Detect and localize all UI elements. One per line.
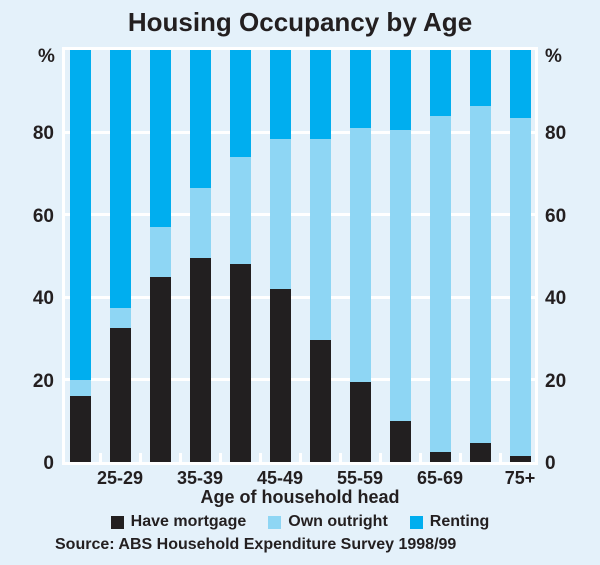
bar-65-69 xyxy=(429,50,451,462)
legend-label: Renting xyxy=(429,513,490,530)
x-axis-tick xyxy=(339,453,342,462)
x-axis-tick xyxy=(299,453,302,462)
plot-inner xyxy=(65,50,535,462)
bar-segment-own_outright xyxy=(389,130,411,421)
bar-segment-mortgage xyxy=(509,455,531,462)
bar-segment-mortgage xyxy=(149,276,171,462)
bar-segment-own_outright xyxy=(269,138,291,289)
gridline-60 xyxy=(65,213,535,217)
bar-segment-renting xyxy=(229,50,251,158)
y-axis-label-left-40: 40 xyxy=(32,288,54,310)
legend-label: Have mortgage xyxy=(130,513,247,530)
bar-segment-renting xyxy=(429,50,451,116)
y-axis-label-left-20: 20 xyxy=(32,370,54,392)
bar-group-3 xyxy=(149,50,171,462)
x-axis-tick xyxy=(379,453,382,462)
legend-item-renting: Renting xyxy=(409,513,490,531)
source-note: Source: ABS Household Expenditure Survey… xyxy=(55,536,457,553)
own-outright-swatch-icon xyxy=(268,515,282,529)
bar-segment-own_outright xyxy=(69,379,91,397)
bar-segment-mortgage xyxy=(429,451,451,462)
bar-segment-mortgage xyxy=(309,340,331,462)
x-axis-tick xyxy=(179,453,182,462)
bar-segment-renting xyxy=(509,50,531,118)
bar-55-59 xyxy=(349,50,371,462)
mortgage-swatch-icon xyxy=(110,515,124,529)
y-axis-label-left-80: 80 xyxy=(32,123,54,145)
y-axis-unit-right: % xyxy=(545,46,562,67)
legend-item-have-mortgage: Have mortgage xyxy=(110,513,247,531)
gridline-40 xyxy=(65,295,535,299)
bar-segment-mortgage xyxy=(229,264,251,462)
bar-segment-own_outright xyxy=(229,157,251,265)
x-axis-tick xyxy=(459,453,462,462)
gridline-80 xyxy=(65,130,535,134)
x-axis-tick xyxy=(219,453,222,462)
bar-group-1 xyxy=(69,50,91,462)
bar-group-5 xyxy=(229,50,251,462)
bar-segment-own_outright xyxy=(109,307,131,329)
bar-segment-renting xyxy=(469,50,491,106)
bar-segment-own_outright xyxy=(429,115,451,452)
legend-label: Own outright xyxy=(288,513,388,530)
bar-segment-renting xyxy=(149,50,171,228)
y-axis-label-right-40: 40 xyxy=(545,288,567,310)
bar-segment-mortgage xyxy=(389,420,411,462)
y-axis-label-left-60: 60 xyxy=(32,205,54,227)
x-axis-tick xyxy=(419,453,422,462)
bar-group-9 xyxy=(389,50,411,462)
legend-item-own-outright: Own outright xyxy=(268,513,388,531)
bar-segment-mortgage xyxy=(469,443,491,462)
x-axis-label-65-69: 65-69 xyxy=(416,468,464,488)
bar-segment-own_outright xyxy=(149,227,171,277)
bar-segment-renting xyxy=(109,50,131,308)
bar-segment-renting xyxy=(189,50,211,189)
bar-45-49 xyxy=(269,50,291,462)
bar-segment-renting xyxy=(69,50,91,380)
x-axis-label-55-59: 55-59 xyxy=(336,468,384,488)
x-axis-title: Age of household head xyxy=(200,487,400,507)
x-axis-tick xyxy=(139,453,142,462)
chart-title: Housing Occupancy by Age xyxy=(127,7,473,37)
bar-25-29 xyxy=(109,50,131,462)
bar-segment-mortgage xyxy=(269,288,291,462)
y-axis-label-right-0: 0 xyxy=(545,453,556,474)
bar-segment-own_outright xyxy=(509,117,531,456)
y-axis-label-right-20: 20 xyxy=(545,370,567,392)
x-axis-tick xyxy=(99,453,102,462)
bar-segment-mortgage xyxy=(69,396,91,462)
y-axis-label-right-80: 80 xyxy=(545,123,567,145)
y-axis-label-left-0: 0 xyxy=(43,453,54,474)
bar-segment-mortgage xyxy=(349,381,371,462)
bar-segment-own_outright xyxy=(349,128,371,382)
renting-swatch-icon xyxy=(409,515,423,529)
gridline-20 xyxy=(65,378,535,382)
x-axis-label-35-39: 35-39 xyxy=(176,468,224,488)
bar-segment-renting xyxy=(349,50,371,129)
bar-segment-own_outright xyxy=(469,105,491,444)
bar-group-11 xyxy=(469,50,491,462)
bar-segment-mortgage xyxy=(109,328,131,462)
x-axis-label-45-49: 45-49 xyxy=(256,468,304,488)
bar-segment-mortgage xyxy=(189,258,211,462)
bar-segment-own_outright xyxy=(189,188,211,259)
bar-segment-renting xyxy=(269,50,291,139)
bar-75+ xyxy=(509,50,531,462)
x-axis-tick xyxy=(499,453,502,462)
x-axis-tick xyxy=(259,453,262,462)
bar-35-39 xyxy=(189,50,211,462)
bar-group-7 xyxy=(309,50,331,462)
y-axis-label-right-60: 60 xyxy=(545,205,567,227)
x-axis-label-25-29: 25-29 xyxy=(96,468,144,488)
legend: Have mortgage Own outright Renting xyxy=(0,513,600,531)
bar-segment-renting xyxy=(389,50,411,131)
plot-area xyxy=(62,47,538,465)
bar-segment-renting xyxy=(309,50,331,139)
bar-segment-own_outright xyxy=(309,138,331,341)
x-axis-label-75+: 75+ xyxy=(504,468,536,488)
y-axis-unit-left: % xyxy=(38,46,55,67)
